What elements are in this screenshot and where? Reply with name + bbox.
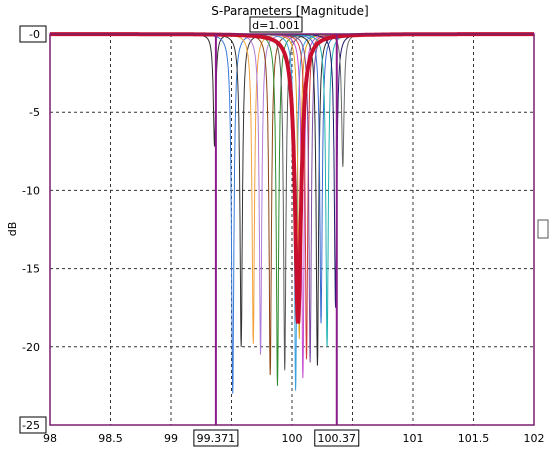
y-tick-label: -25 — [22, 419, 40, 432]
y-axis-label: dB — [6, 222, 19, 237]
y-tick-label: -0 — [29, 28, 40, 41]
x-tick-label: 101.5 — [458, 432, 490, 445]
marker-label-1[interactable]: 99.371 — [193, 429, 239, 447]
plot-frame — [49, 33, 535, 426]
markers: 99.371 100.37 — [193, 34, 360, 447]
x-tick-label: 98 — [43, 432, 57, 445]
marker-label-box — [193, 429, 239, 447]
y-tick-box — [19, 416, 47, 434]
y-tick: -10 — [22, 184, 40, 197]
y-tick-label: -5 — [29, 106, 40, 119]
y-tick: -15 — [22, 263, 40, 276]
y-tick-label: -20 — [22, 341, 40, 354]
x-tick-label: 100 — [282, 432, 303, 445]
y-axis-label-group: dB — [6, 222, 19, 237]
y-tick-label: -15 — [22, 263, 40, 276]
y-tick: -20 — [22, 341, 40, 354]
y-tick: -5 — [29, 106, 40, 119]
y-tick-label: -10 — [22, 184, 40, 197]
delta-label: d=1.001 — [252, 19, 300, 32]
y-tick: -25 — [19, 416, 47, 434]
x-tick-label: 98.5 — [98, 432, 123, 445]
series-lines — [50, 32, 534, 394]
delta-label-box — [249, 16, 303, 33]
grid — [50, 34, 534, 425]
marker-label-box — [314, 429, 360, 447]
right-edge-handle[interactable] — [537, 219, 549, 239]
chart-title: S-Parameters [Magnitude] — [211, 4, 368, 18]
marker-label-text: 99.371 — [197, 432, 236, 445]
x-tick-label: 99 — [164, 432, 178, 445]
marker-label-2[interactable]: 100.37 — [314, 429, 360, 447]
y-tick-labels: -0 -5 -10 -15 -20 -25 — [19, 25, 47, 434]
delta-label-group: d=1.001 — [249, 16, 303, 33]
x-tick-label: 102 — [524, 432, 545, 445]
x-tick-label: 101 — [403, 432, 424, 445]
x-tick-labels: 98 98.5 99 100 101 101.5 102 — [43, 432, 545, 445]
y-tick: -0 — [19, 25, 47, 43]
y-tick-box — [19, 25, 47, 43]
marker-label-text: 100.37 — [318, 432, 357, 445]
